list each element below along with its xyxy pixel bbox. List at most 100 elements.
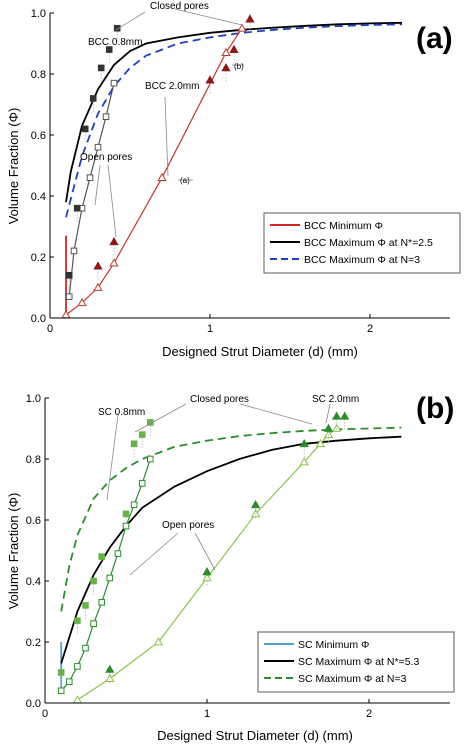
data-point (202, 567, 212, 576)
panel-label-b: (b) (416, 392, 454, 425)
x-tick-label: 0 (42, 708, 48, 720)
data-point (130, 440, 138, 448)
data-point (74, 663, 81, 670)
data-point (138, 480, 146, 487)
data-point (65, 272, 73, 279)
data-point (72, 695, 83, 704)
y-axis-label: Volume Fraction (Φ) (6, 493, 21, 610)
open-pores-pointer (129, 532, 179, 576)
x-tick-label: 1 (207, 323, 213, 335)
closed-pores-pointer (115, 11, 146, 31)
y-tick-label: 0.2 (26, 637, 41, 649)
data-point (229, 44, 239, 53)
data-point (147, 455, 154, 463)
data-point (323, 429, 334, 438)
data-point (70, 247, 78, 255)
legend-entry: BCC Minimum Φ (304, 220, 383, 232)
data-point (109, 236, 119, 246)
data-point (82, 602, 89, 609)
y-tick-label: 0.2 (31, 252, 46, 264)
data-point (331, 423, 342, 432)
data-point (57, 669, 65, 676)
legend-entry: SC Maximum Φ at N*=5.3 (298, 656, 419, 668)
data-point (65, 293, 73, 300)
data-point (102, 113, 110, 121)
data-point (106, 574, 114, 582)
x-tick-label: 2 (367, 323, 373, 335)
legend-b: SC Minimum Φ SC Maximum Φ at N*=5.3 SC M… (257, 631, 455, 693)
data-point (205, 75, 215, 84)
data-point (299, 457, 309, 466)
data-point (315, 438, 326, 448)
y-tick-label: 0.0 (31, 313, 46, 325)
data-point (153, 637, 164, 646)
sc-2mm-pointer (325, 403, 331, 424)
data-point (340, 411, 350, 420)
point-label-b: (b) (234, 62, 244, 71)
point-label-a: (a) (180, 176, 190, 185)
y-axis-label: Volume Fraction (Φ) (6, 108, 21, 225)
data-point (73, 204, 81, 212)
open-pores-label: Open pores (162, 520, 214, 531)
x-tick-label: 2 (366, 708, 372, 720)
open-pores-label: Open pores (80, 152, 132, 163)
data-point (109, 258, 119, 267)
data-point (331, 411, 342, 420)
data-point (105, 664, 115, 673)
data-point (57, 687, 65, 695)
x-axis-label: Designed Strut Diameter (d) (mm) (162, 344, 358, 359)
panel-b: 0.0 0.2 0.4 0.6 0.8 1.0 0 1 2 SC 0.8mm Closed po… (6, 392, 455, 743)
sc-08mm-pointer (106, 414, 119, 501)
y-tick-label: 0.8 (26, 454, 41, 466)
panel-a: 0.0 0.2 0.4 0.6 0.8 1.0 0 1 2 Closed pores BCC 0… (6, 1, 461, 359)
series-line-2 (60, 426, 402, 612)
data-point (86, 174, 94, 181)
sc-08mm-label: SC 0.8mm (98, 407, 145, 418)
y-tick-label: 0.8 (31, 69, 46, 81)
panel-label-a: (a) (416, 22, 453, 55)
y-tick-label: 1.0 (31, 8, 46, 20)
y-tick-label: 0.6 (26, 515, 41, 527)
x-tick-label: 0 (47, 323, 53, 335)
closed-pores-label: Closed pores (150, 1, 209, 12)
data-point (74, 617, 81, 624)
data-point (94, 143, 102, 151)
open-pores-pointer (94, 164, 101, 206)
data-point (93, 261, 103, 270)
data-point (110, 79, 118, 87)
data-point (105, 46, 113, 53)
data-point (114, 550, 122, 557)
data-point (90, 620, 97, 628)
series-line-1 (60, 435, 402, 664)
data-point (98, 599, 106, 606)
data-point (77, 297, 87, 307)
data-point (90, 577, 97, 585)
data-point (237, 23, 247, 32)
data-point (299, 438, 309, 448)
legend-entry: BCC Maximum Φ at N*=2.5 (304, 237, 433, 249)
data-point (130, 501, 138, 509)
bcc-08mm-label: BCC 0.8mm (88, 37, 142, 48)
series-line-1 (65, 21, 403, 203)
y-tick-label: 1.0 (26, 393, 41, 405)
data-point (98, 553, 106, 560)
data-point (93, 282, 103, 291)
data-point (250, 499, 261, 509)
open-pores-pointer (194, 532, 216, 571)
data-point (81, 125, 89, 133)
x-axis-label: Designed Strut Diameter (d) (mm) (157, 728, 353, 743)
data-point (221, 47, 231, 56)
data-point (323, 423, 334, 432)
y-tick-label: 0.0 (26, 698, 41, 710)
y-tick-label: 0.4 (31, 191, 46, 203)
data-point (66, 678, 73, 685)
legend-a: BCC Minimum Φ BCC Maximum Φ at N*=2.5 BC… (263, 212, 461, 274)
legend-entry: BCC Maximum Φ at N=3 (304, 254, 420, 266)
data-point (97, 64, 105, 72)
y-tick-label: 0.4 (26, 576, 41, 588)
data-point (89, 95, 97, 102)
data-point (245, 14, 255, 23)
sc-2mm-label: SC 2.0mm (312, 394, 359, 405)
series-line-2 (65, 23, 403, 218)
